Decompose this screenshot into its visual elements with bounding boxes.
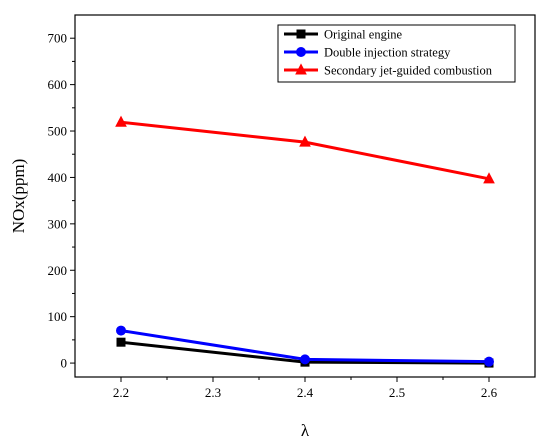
legend-item: Original engine (284, 28, 403, 42)
legend: Original engine Double injection strategy… (277, 24, 516, 83)
x-tick-label: 2.6 (481, 385, 498, 400)
legend-label: Double injection strategy (324, 46, 451, 60)
data-point (116, 325, 126, 336)
legend-marker (296, 29, 306, 39)
legend-marker (296, 47, 306, 57)
legend-label: Secondary jet-guided combustion (324, 64, 493, 78)
data-point (299, 135, 311, 147)
data-point (300, 354, 310, 365)
y-tick-label: 100 (48, 309, 68, 324)
data-point (483, 172, 495, 184)
series-line (120, 120, 490, 181)
series-1 (116, 325, 494, 367)
y-tick-label: 500 (48, 124, 68, 139)
y-tick-label: 400 (48, 170, 68, 185)
data-point (115, 115, 127, 127)
series-layer (115, 115, 495, 368)
y-tick-label: 0 (61, 356, 68, 371)
legend-label: Original engine (324, 28, 403, 42)
data-point (116, 337, 126, 347)
x-axis: 2.2 2.3 2.4 2.5 2.6 (113, 377, 498, 400)
y-axis: 0 100 200 300 400 500 600 700 (48, 31, 75, 371)
x-axis-title: λ (301, 421, 310, 440)
y-tick-label: 300 (48, 216, 68, 231)
y-tick-label: 700 (48, 31, 68, 46)
legend-item: Secondary jet-guided combustion (284, 63, 493, 78)
series-2 (115, 115, 495, 184)
y-tick-label: 600 (48, 77, 68, 92)
data-point (484, 356, 494, 367)
y-axis-title: NOx(ppm) (9, 159, 28, 234)
legend-item: Double injection strategy (284, 46, 451, 60)
x-tick-label: 2.2 (113, 385, 129, 400)
x-tick-label: 2.5 (389, 385, 405, 400)
x-tick-label: 2.4 (297, 385, 314, 400)
x-tick-label: 2.3 (205, 385, 221, 400)
y-tick-label: 200 (48, 263, 68, 278)
legend-marker (295, 63, 307, 75)
